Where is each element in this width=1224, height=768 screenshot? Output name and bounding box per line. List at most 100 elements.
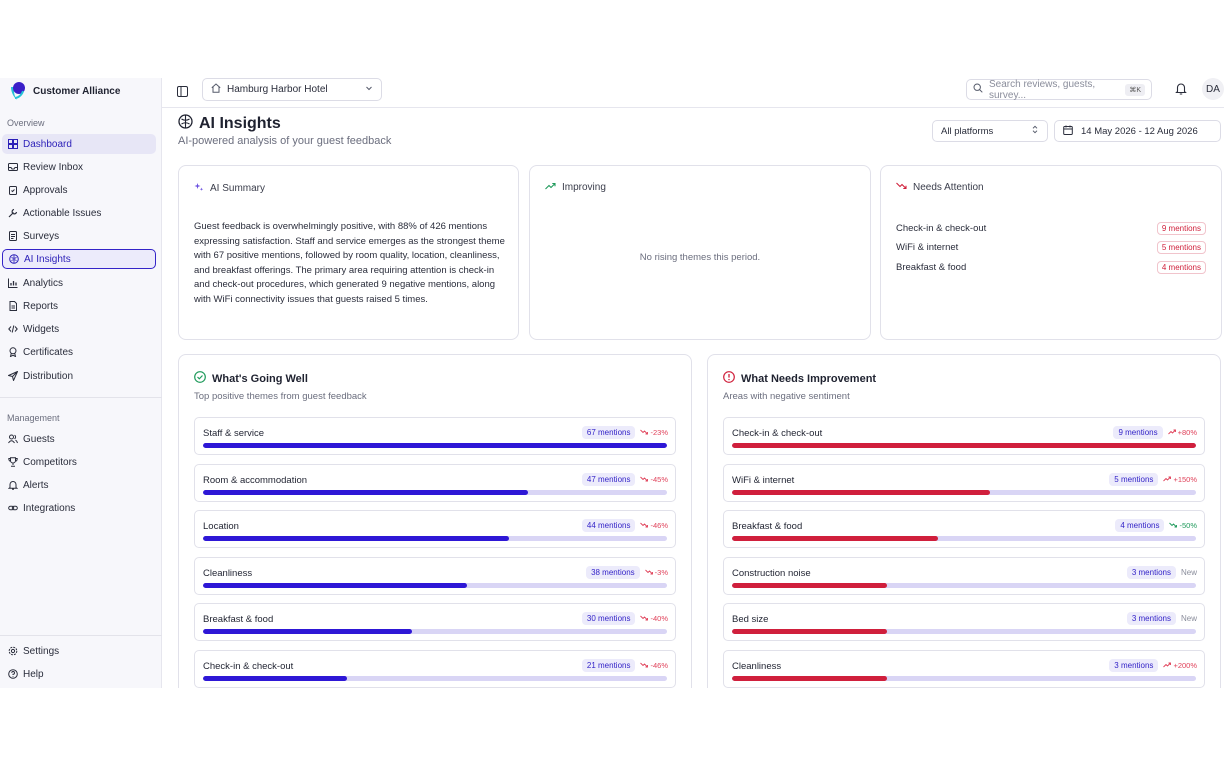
theme-bar-fill: [203, 629, 412, 634]
sparkles-icon: [194, 182, 204, 195]
trend-indicator: -40%: [640, 614, 668, 623]
going-well-header: What's Going Well: [194, 371, 308, 386]
theme-row[interactable]: Breakfast & food 4 mentions -50%: [723, 510, 1205, 548]
trending-down-icon: [640, 614, 649, 623]
sidebar-item-actionable-issues[interactable]: Actionable Issues: [2, 203, 156, 223]
notifications-bell-icon[interactable]: [1175, 82, 1187, 100]
brand[interactable]: Customer Alliance: [9, 80, 120, 102]
trend-value: +150%: [1173, 474, 1197, 484]
sidebar-item-competitors[interactable]: Competitors: [2, 452, 156, 472]
trending-down-icon: [640, 661, 649, 670]
app-window: Customer Alliance Overview Dashboard Rev…: [0, 78, 1224, 688]
sidebar-item-alerts[interactable]: Alerts: [2, 475, 156, 495]
going-well-subtitle: Top positive themes from guest feedback: [194, 391, 367, 402]
trend-value: -40%: [650, 614, 668, 623]
attention-item-name: WiFi & internet: [896, 241, 959, 253]
sidebar-item-surveys[interactable]: Surveys: [2, 226, 156, 246]
sidebar-item-dashboard[interactable]: Dashboard: [2, 134, 156, 154]
check-circle-icon: [194, 371, 206, 386]
sidebar-item-guests[interactable]: Guests: [2, 429, 156, 449]
hotel-name: Hamburg Harbor Hotel: [227, 84, 328, 95]
theme-name: Cleanliness: [203, 567, 253, 579]
sidebar-item-certificates[interactable]: Certificates: [2, 342, 156, 362]
theme-name: Bed size: [732, 614, 769, 625]
users-icon: [8, 434, 18, 444]
avatar[interactable]: DA: [1202, 78, 1224, 100]
theme-row[interactable]: Check-in & check-out 21 mentions -46%: [194, 649, 676, 688]
mentions-badge: 67 mentions: [581, 426, 636, 439]
theme-row[interactable]: Bed size 3 mentions New: [723, 603, 1205, 641]
mentions-badge: 3 mentions: [1126, 565, 1176, 579]
trend-value: -46%: [650, 660, 668, 670]
date-range-picker[interactable]: 14 May 2026 - 12 Aug 2026: [1054, 120, 1221, 142]
sidebar-item-label: Analytics: [23, 277, 64, 289]
sidebar-item-label: Alerts: [23, 479, 49, 491]
nav-section-overview: Overview: [7, 118, 45, 128]
theme-name: Staff & service: [203, 428, 265, 439]
theme-name: Room & accommodation: [203, 474, 308, 486]
going-well-title: What's Going Well: [212, 372, 308, 385]
clipboard-icon: [8, 185, 18, 195]
theme-meta: 3 mentions New: [1126, 565, 1197, 579]
platform-select[interactable]: All platforms: [932, 120, 1048, 142]
theme-meta: 21 mentions -46%: [581, 658, 668, 672]
theme-bar-fill: [732, 443, 1196, 448]
theme-bar-fill: [203, 675, 347, 681]
theme-name: Construction noise: [732, 567, 811, 579]
theme-row[interactable]: Cleanliness 3 mentions +200%: [723, 649, 1205, 688]
sidebar-item-widgets[interactable]: Widgets: [2, 319, 156, 339]
theme-row[interactable]: Check-in & check-out 9 mentions +80%: [723, 417, 1205, 455]
attention-mentions-badge: 9 mentions: [1156, 221, 1206, 235]
code-icon: [8, 324, 18, 334]
theme-row[interactable]: Staff & service 67 mentions -23%: [194, 417, 676, 455]
theme-bar-fill: [203, 536, 510, 541]
sidebar-item-integrations[interactable]: Integrations: [2, 498, 156, 518]
sidebar-item-label: Surveys: [23, 230, 60, 242]
mentions-badge: 4 mentions: [1115, 519, 1165, 532]
sidebar-item-label: Help: [23, 668, 44, 680]
sidebar-item-distribution[interactable]: Distribution: [2, 366, 156, 386]
theme-row[interactable]: Construction noise 3 mentions New: [723, 556, 1205, 595]
theme-row[interactable]: WiFi & internet 5 mentions +150%: [723, 463, 1205, 502]
theme-bar-track: [203, 582, 667, 588]
home-icon: [211, 83, 221, 96]
trend-value: +200%: [1173, 660, 1197, 670]
theme-row[interactable]: Breakfast & food 30 mentions -40%: [194, 603, 676, 641]
sidebar-item-label: Widgets: [23, 323, 60, 335]
chart-icon: [8, 278, 18, 288]
theme-bar-track: [203, 629, 667, 634]
theme-row[interactable]: Room & accommodation 47 mentions -45%: [194, 463, 676, 502]
search-input[interactable]: Search reviews, guests, survey... ⌘K: [966, 79, 1152, 101]
sidebar-item-review-inbox[interactable]: Review Inbox: [2, 157, 156, 177]
theme-name: WiFi & internet: [732, 474, 795, 486]
mentions-badge: 3 mentions: [1109, 658, 1159, 672]
attention-item[interactable]: Check-in & check-out 9 mentions: [896, 221, 1206, 235]
sidebar-item-label: Guests: [23, 433, 55, 445]
sidebar-item-reports[interactable]: Reports: [2, 296, 156, 316]
send-icon: [8, 371, 18, 381]
sidebar-item-approvals[interactable]: Approvals: [2, 180, 156, 200]
attention-item[interactable]: Breakfast & food 4 mentions: [896, 260, 1206, 274]
sidebar-item-label: AI Insights: [24, 253, 71, 265]
hotel-select[interactable]: Hamburg Harbor Hotel: [202, 78, 382, 101]
needs-improvement-card: What Needs Improvement Areas with negati…: [707, 354, 1221, 688]
theme-meta: 3 mentions New: [1126, 612, 1197, 625]
theme-row[interactable]: Cleanliness 38 mentions -3%: [194, 556, 676, 595]
sidebar-item-label: Actionable Issues: [23, 207, 102, 219]
sidebar-item-help[interactable]: Help: [2, 664, 156, 684]
trend-indicator: -3%: [644, 568, 668, 577]
sidebar-item-analytics[interactable]: Analytics: [2, 273, 156, 293]
sidebar-toggle-icon[interactable]: [177, 84, 188, 102]
ai-summary-header: AI Summary: [194, 182, 265, 195]
sidebar-item-label: Competitors: [23, 456, 77, 468]
nav-section-management: Management: [7, 413, 60, 423]
needs-attention-title: Needs Attention: [913, 182, 984, 193]
theme-row[interactable]: Location 44 mentions -46%: [194, 510, 676, 548]
theme-bar-fill: [732, 675, 887, 681]
search-icon: [973, 83, 983, 96]
attention-item[interactable]: WiFi & internet 5 mentions: [896, 240, 1206, 254]
sidebar-item-settings[interactable]: Settings: [2, 641, 156, 661]
sidebar-item-ai-insights[interactable]: AI Insights: [2, 249, 156, 269]
theme-bar-fill: [203, 582, 468, 588]
improving-header: Improving: [545, 182, 606, 193]
